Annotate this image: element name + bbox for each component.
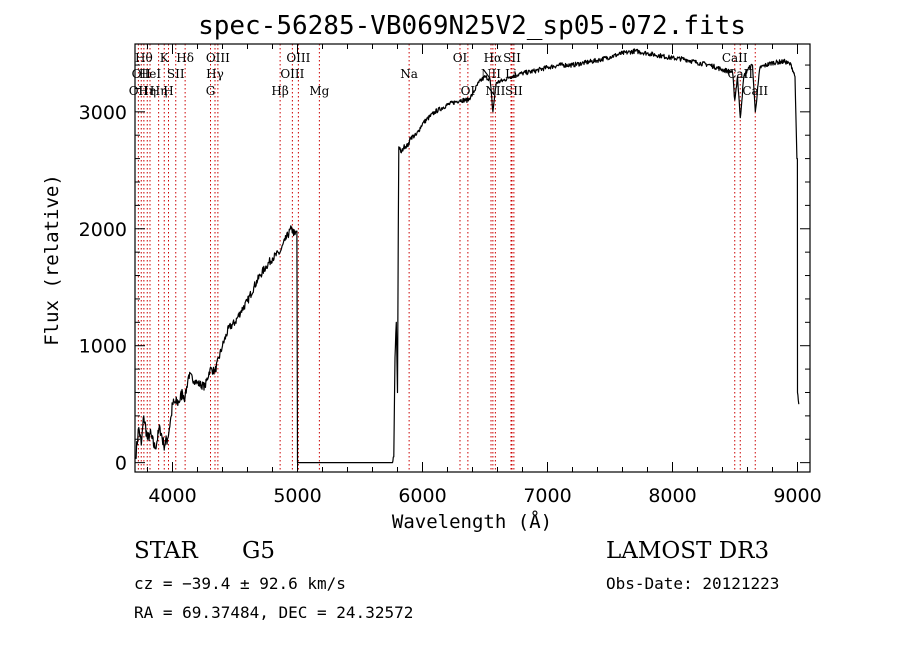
line-label-3934: K	[160, 51, 170, 65]
object-subclass: G5	[242, 538, 276, 564]
line-label-4026: SII	[167, 67, 185, 81]
line-label-3771: Hθ	[135, 51, 153, 65]
y-axis-ticks: 0 1000 2000 3000	[79, 64, 810, 475]
line-label-4340: Hγ	[206, 67, 224, 81]
x-tick-label: 8000	[648, 485, 696, 507]
line-label-3798: Hη	[138, 84, 156, 98]
y-axis-label: Flux (relative)	[41, 174, 63, 346]
y-tick-label: 2000	[79, 219, 127, 241]
line-label-6708: Li	[505, 67, 517, 81]
line-label-6300: OI	[453, 51, 468, 65]
x-tick-label: 5000	[273, 485, 321, 507]
line-label-6563: Hα	[484, 51, 503, 65]
x-axis-ticks: 4000 5000 6000 7000 8000 9000	[147, 44, 822, 507]
line-label-4304: G	[206, 84, 216, 98]
line-label-6716: SII	[503, 51, 521, 65]
x-tick-label: 9000	[773, 485, 821, 507]
line-label-8498: CaII	[722, 51, 748, 65]
line-label-5007: OIII	[286, 51, 310, 65]
line-label-3820: HeI	[139, 67, 162, 81]
coordinates: RA = 69.37484, DEC = 24.32572	[134, 603, 414, 622]
spectral-line-markers	[137, 44, 756, 472]
line-label-4363: OIII	[206, 51, 230, 65]
y-tick-label: 0	[115, 453, 127, 475]
line-label-4101: Hδ	[176, 51, 194, 65]
line-label-6548: NII	[481, 67, 501, 81]
x-tick-label: 4000	[148, 485, 196, 507]
x-tick-label: 7000	[523, 485, 571, 507]
line-label-3727: OII	[129, 84, 149, 98]
x-tick-label: 6000	[398, 485, 446, 507]
line-label-4861: Hβ	[271, 84, 288, 98]
spectrum-line	[135, 48, 800, 464]
chart-title: spec-56285-VB069N25V2_sp05-072.fits	[198, 11, 746, 41]
y-tick-label: 1000	[79, 336, 127, 358]
line-label-3889: Hη	[150, 84, 168, 98]
object-class: STAR	[134, 538, 198, 564]
plot-frame	[134, 43, 811, 473]
line-label-3968: H	[163, 84, 173, 98]
obs-date: Obs-Date: 20121223	[606, 574, 780, 593]
line-label-5893: Na	[400, 67, 418, 81]
line-label-3750: OII	[132, 67, 152, 81]
velocity-readout: cz = −39.4 ± 92.6 km/s	[134, 574, 346, 593]
line-label-8662: CaII	[742, 84, 768, 98]
line-label-6731: SII	[505, 84, 523, 98]
x-axis-label: Wavelength (Å)	[392, 510, 552, 533]
survey-name: LAMOST DR3	[606, 538, 770, 564]
line-label-4959: OIII	[280, 67, 304, 81]
line-label-5175: Mg	[309, 84, 329, 98]
spectral-line-labels: OII OII Hθ Hη HeI Hη K H SII Hδ G Hγ OIII Hβ OIII OIII M…	[129, 51, 769, 98]
y-tick-label: 3000	[79, 102, 127, 124]
